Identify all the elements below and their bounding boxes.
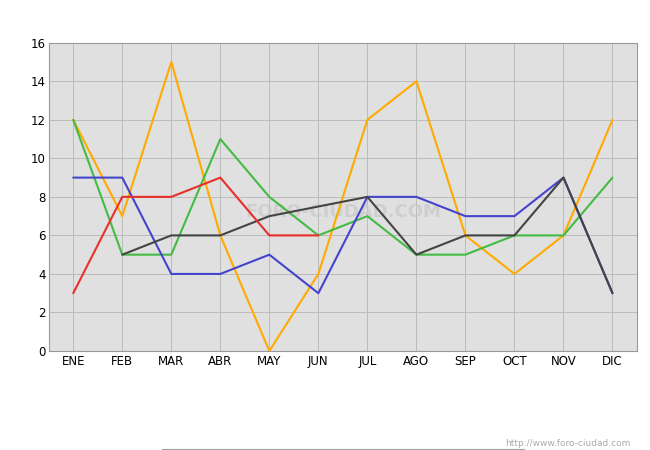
Text: FORO-CIUDAD.COM: FORO-CIUDAD.COM [245, 203, 441, 221]
Text: http://www.foro-ciudad.com: http://www.foro-ciudad.com [505, 439, 630, 448]
Text: Matriculaciones de Vehiculos en Benacazón: Matriculaciones de Vehiculos en Benacazó… [144, 10, 506, 28]
Legend: 2024, 2023, 2022, 2021, 2020: 2024, 2023, 2022, 2021, 2020 [161, 449, 525, 450]
